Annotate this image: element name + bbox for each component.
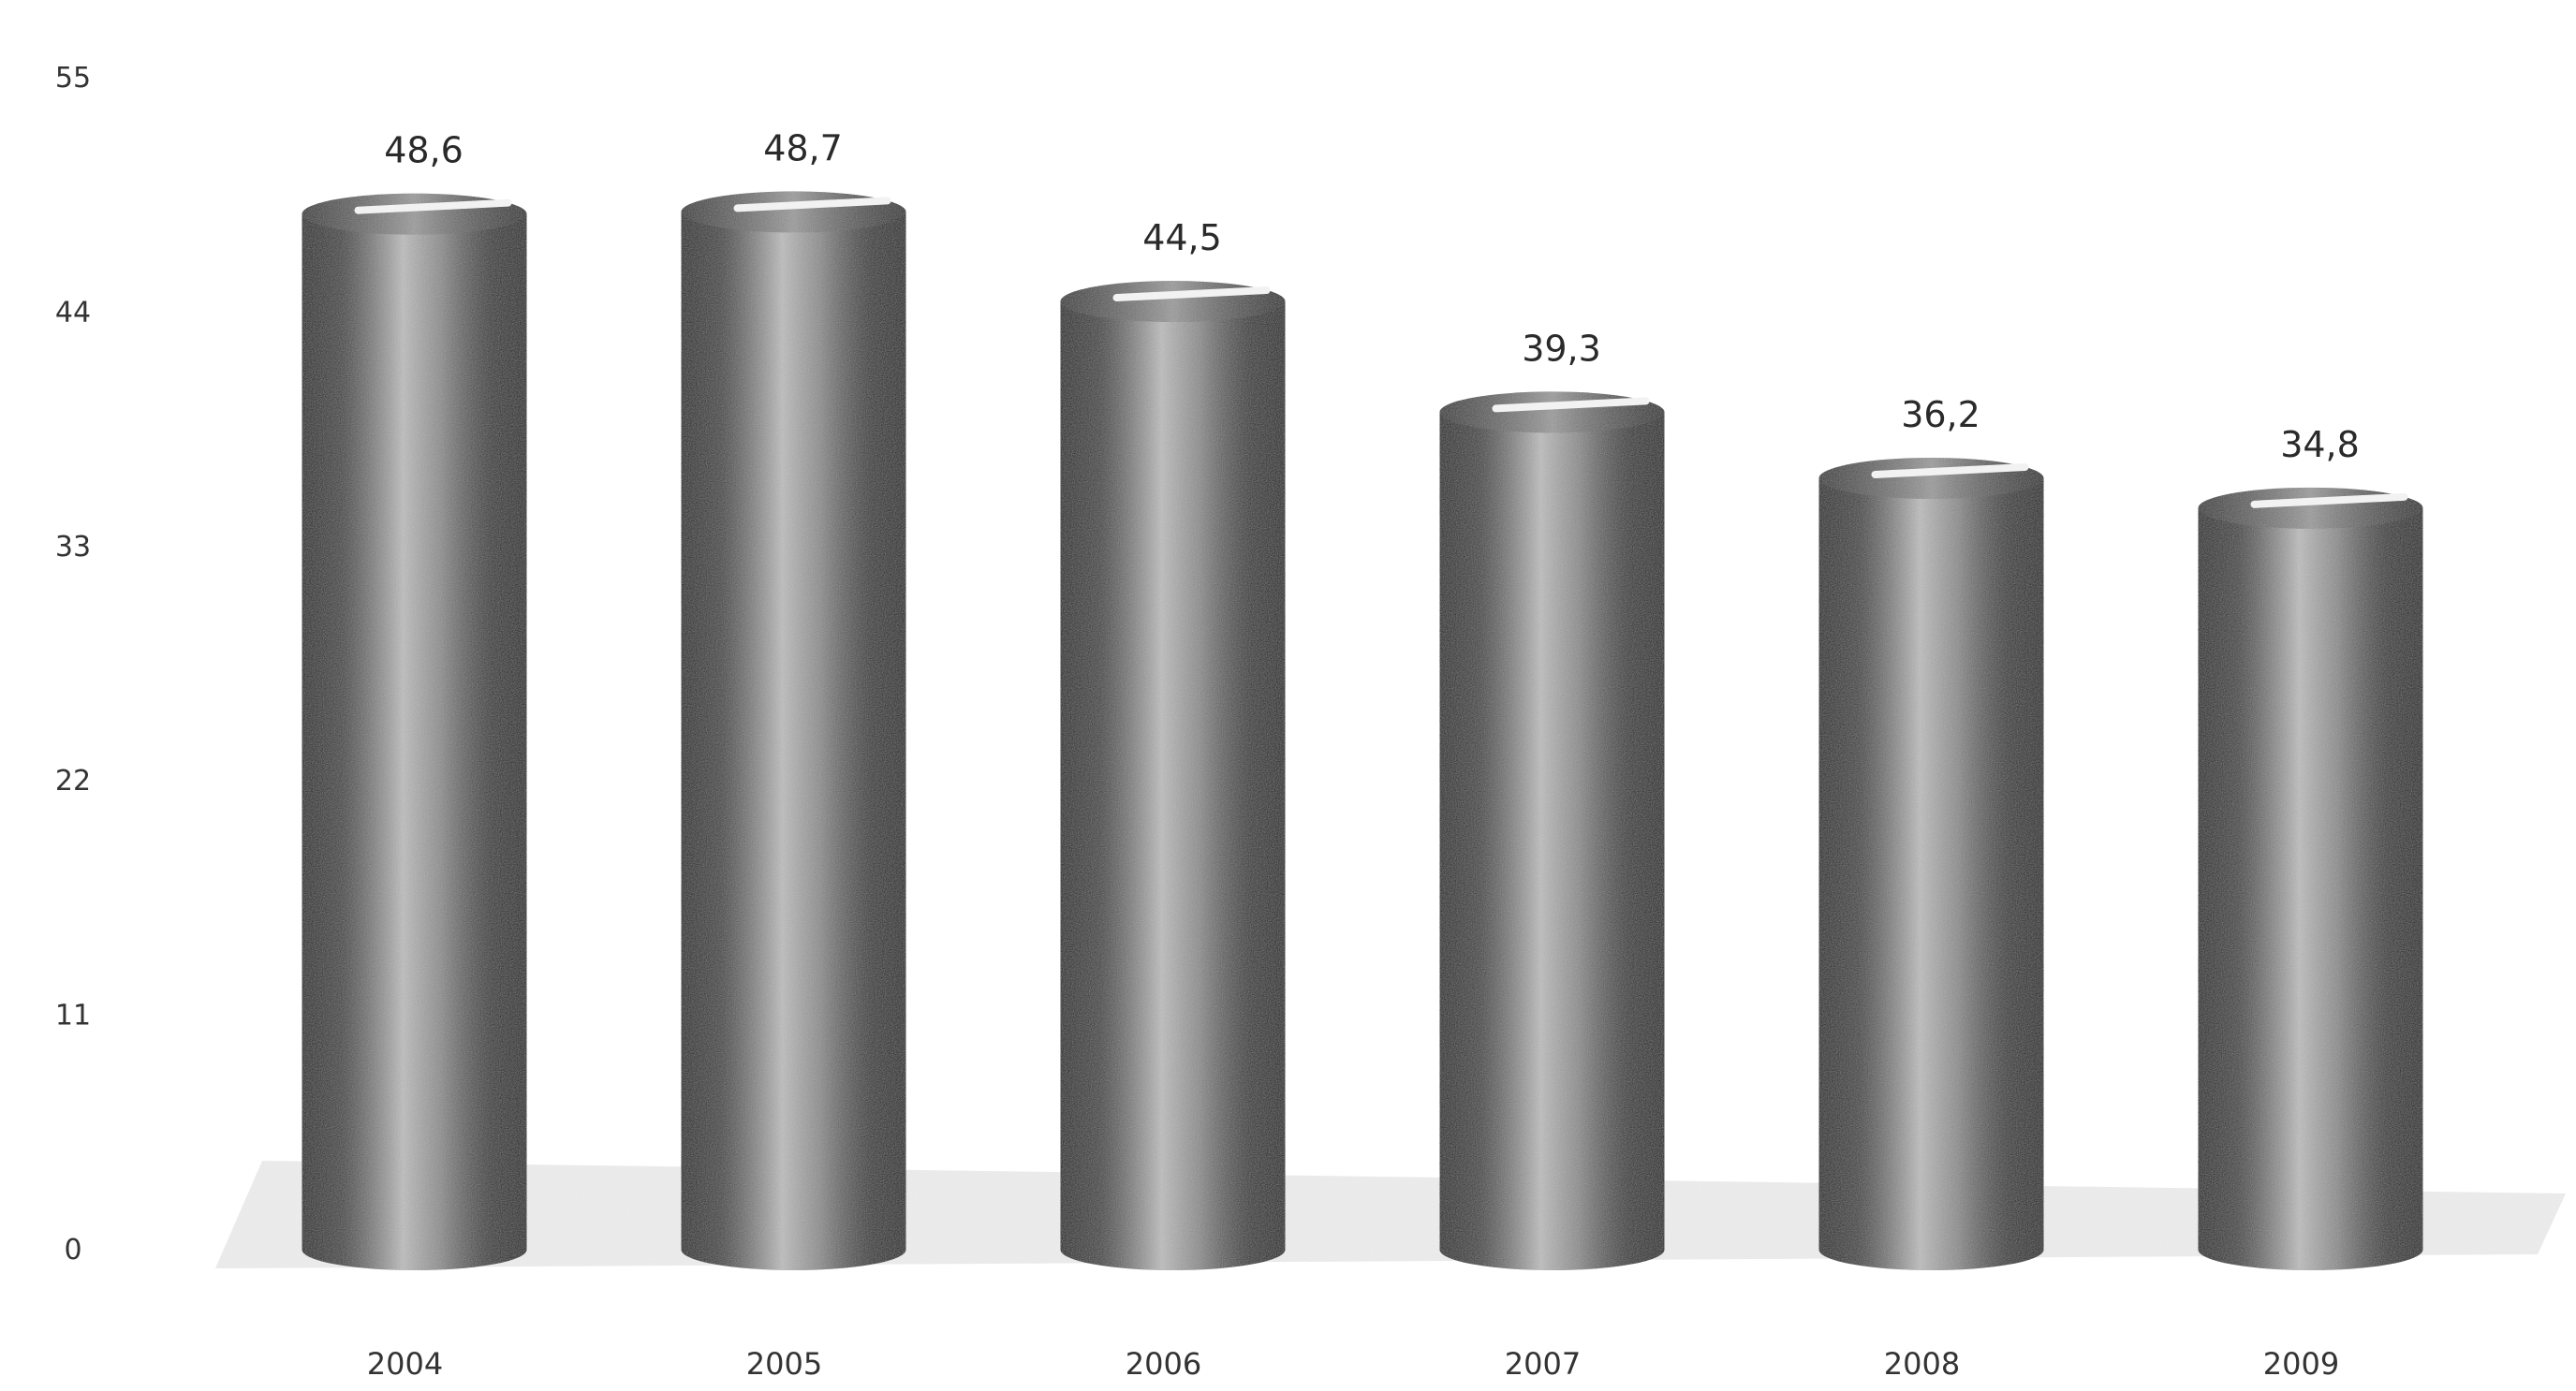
bar-cap	[2198, 487, 2423, 529]
y-tick-label: 44	[55, 296, 91, 329]
data-label: 36,2	[1901, 394, 1980, 435]
bar: 34,8	[2198, 424, 2423, 1270]
bar-body	[1060, 301, 1286, 1270]
bar-cap-highlight	[1112, 286, 1271, 302]
x-tick-label: 2007	[1505, 1346, 1581, 1382]
bar-body	[1439, 412, 1665, 1270]
bar-cap-highlight	[2250, 492, 2408, 508]
bar: 48,7	[681, 127, 906, 1270]
bar-cap-highlight	[1492, 397, 1650, 413]
bar-cap	[681, 191, 906, 233]
bar-body	[2198, 507, 2423, 1270]
bar-body	[1818, 477, 2044, 1270]
y-axis: 0 11 22 33 44 55	[55, 62, 91, 1267]
bar-cap	[1818, 457, 2044, 499]
data-label: 48,7	[763, 127, 843, 168]
bar: 36,2	[1818, 394, 2044, 1270]
bar-cap-highlight	[1871, 462, 2029, 478]
y-tick-label: 33	[55, 531, 91, 564]
x-tick-label: 2009	[2263, 1346, 2339, 1382]
bar: 44,5	[1060, 217, 1286, 1270]
x-tick-label: 2008	[1884, 1346, 1960, 1382]
data-label: 48,6	[384, 130, 464, 171]
bar: 39,3	[1439, 328, 1665, 1270]
y-tick-label: 22	[55, 765, 91, 798]
data-label: 39,3	[1522, 328, 1601, 369]
bar-cap-highlight	[354, 198, 512, 214]
x-tick-label: 2004	[367, 1346, 443, 1382]
bar-series: 48,6 48,7 44,5 39,3 36,2 34,8	[302, 127, 2423, 1271]
bar-cap	[1439, 391, 1665, 433]
x-tick-label: 2005	[746, 1346, 822, 1382]
x-tick-label: 2006	[1126, 1346, 1201, 1382]
data-label: 44,5	[1142, 217, 1222, 258]
bar: 48,6	[302, 130, 527, 1271]
bar-cap-highlight	[733, 197, 891, 212]
y-tick-label: 11	[55, 1000, 91, 1032]
bar-cap	[302, 193, 527, 235]
bar-cap	[1060, 281, 1286, 323]
bar-body	[681, 212, 906, 1270]
data-label: 34,8	[2280, 424, 2360, 465]
x-axis: 2004 2005 2006 2007 2008 2009	[367, 1346, 2339, 1382]
y-tick-label: 55	[55, 62, 91, 95]
y-tick-label: 0	[64, 1234, 81, 1267]
bar-body	[302, 213, 527, 1271]
